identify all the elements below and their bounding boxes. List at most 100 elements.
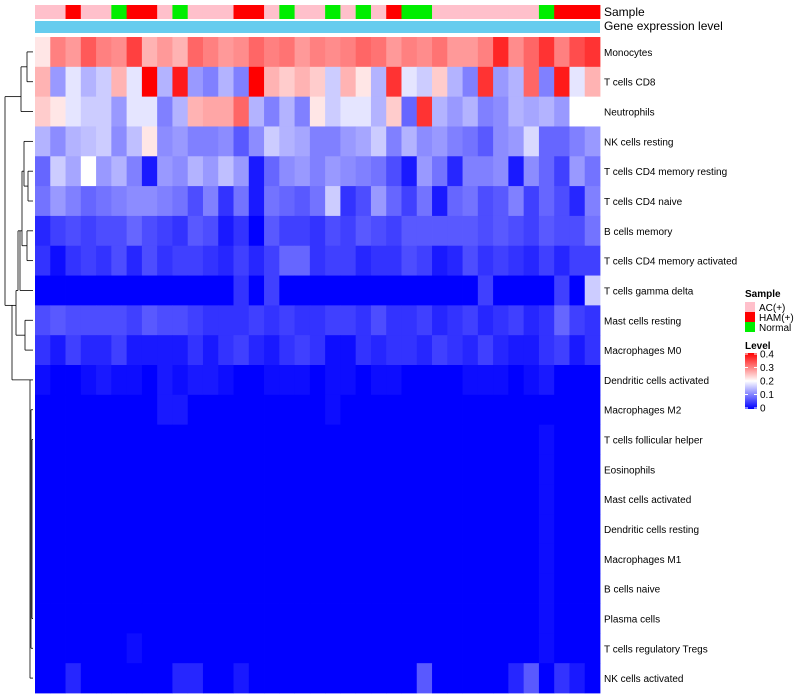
heatmap-cell [248, 484, 265, 515]
heatmap-cell [50, 275, 66, 306]
heatmap-cell [233, 215, 250, 247]
heatmap-cell [35, 215, 51, 247]
row-label: Neutrophils [604, 108, 655, 119]
heatmap-cell [279, 424, 295, 455]
heatmap-cell [126, 603, 143, 634]
heatmap-cell [554, 454, 570, 485]
heatmap-cell [141, 215, 158, 247]
heatmap-cell [294, 484, 311, 515]
heatmap-cell [462, 245, 479, 276]
heatmap-cell [279, 126, 295, 157]
heatmap-cell [493, 37, 509, 68]
heatmap-cell [50, 394, 66, 426]
heatmap-cell [340, 573, 357, 604]
heatmap-cell [157, 663, 173, 694]
heatmap-cell [355, 484, 372, 515]
heatmap-cell [386, 603, 402, 634]
heatmap-cell [218, 573, 234, 604]
heatmap-cell [187, 335, 204, 366]
heatmap-cell [65, 66, 82, 98]
heatmap-cell [569, 454, 586, 485]
heatmap-cell [401, 365, 418, 396]
heatmap-cell [340, 215, 357, 247]
sample-annotation-cell [111, 5, 128, 19]
heatmap-cell [187, 66, 204, 98]
heatmap-cell [187, 305, 204, 336]
heatmap-cell [447, 394, 463, 426]
heatmap-cell [172, 633, 189, 664]
heatmap-cell [35, 186, 51, 217]
heatmap-cell [538, 603, 555, 634]
heatmap-cell [523, 305, 540, 336]
heatmap-cell [96, 543, 112, 575]
heatmap-cell [432, 663, 448, 694]
heatmap-cell [462, 335, 479, 366]
heatmap-cell [187, 573, 204, 604]
heatmap-cell [554, 394, 570, 426]
heatmap-cell [569, 186, 586, 217]
heatmap-cell [50, 215, 66, 247]
heatmap-cell [340, 454, 357, 485]
heatmap-cell [202, 454, 219, 485]
heatmap-cell [554, 514, 570, 545]
heatmap-cell [432, 543, 448, 575]
heatmap-cell [370, 484, 387, 515]
heatmap-cell [477, 543, 494, 575]
row-label: T cells CD4 memory activated [604, 257, 737, 268]
heatmap-cell [35, 543, 51, 575]
heatmap-cell [370, 37, 387, 68]
heatmap-cell [202, 663, 219, 694]
heatmap-cell [416, 543, 433, 575]
heatmap-cell [157, 156, 173, 187]
heatmap-cell [65, 96, 82, 127]
heatmap-cell [401, 394, 418, 426]
heatmap-cell [233, 305, 250, 336]
heatmap-cell [584, 66, 601, 98]
heatmap-cell [538, 543, 555, 575]
heatmap-cell [584, 394, 601, 426]
heatmap-cell [523, 514, 540, 545]
heatmap-cell [157, 186, 173, 217]
heatmap-cell [432, 603, 448, 634]
heatmap-cell [248, 335, 265, 366]
heatmap-cell [386, 245, 402, 276]
heatmap-cell [80, 424, 97, 455]
heatmap-cell [447, 573, 463, 604]
heatmap-cell [584, 186, 601, 217]
heatmap-cell [508, 573, 525, 604]
heatmap-cell [111, 156, 128, 187]
heatmap-cell [126, 484, 143, 515]
heatmap-cell [569, 156, 586, 187]
heatmap-cell [80, 543, 97, 575]
heatmap-cell [355, 514, 372, 545]
heatmap-cell [35, 275, 51, 306]
heatmap-cell [96, 245, 112, 276]
heatmap-cell [340, 663, 357, 694]
heatmap-cell [279, 394, 295, 426]
legend: Sample AC(+)HAM(+)Normal Level 0.4 0.3 0.2… [745, 289, 794, 415]
row-labels: Monocytes T cells CD8 Neutrophils NK cells … [604, 48, 737, 685]
heatmap-cell [401, 96, 418, 127]
heatmap-cell [477, 186, 494, 217]
heatmap-cell [584, 603, 601, 634]
heatmap-cell [477, 663, 494, 694]
heatmap-cell [477, 126, 494, 157]
heatmap-cell [233, 275, 250, 306]
heatmap-cell [279, 335, 295, 366]
heatmap-cell [386, 215, 402, 247]
heatmap-cell [80, 275, 97, 306]
heatmap-cell [309, 186, 326, 217]
heatmap-cell [538, 514, 555, 545]
heatmap-cell [386, 156, 402, 187]
level-tick-label: 0.1 [760, 390, 774, 401]
heatmap-cell [309, 37, 326, 68]
heatmap-cell [65, 394, 82, 426]
heatmap-cell [218, 305, 234, 336]
heatmap-cell [218, 275, 234, 306]
heatmap-cell [279, 454, 295, 485]
heatmap-cell [35, 96, 51, 127]
heatmap-cell [172, 126, 189, 157]
heatmap-cell [218, 66, 234, 98]
legend-swatch [745, 312, 755, 322]
heatmap-cell [126, 633, 143, 664]
